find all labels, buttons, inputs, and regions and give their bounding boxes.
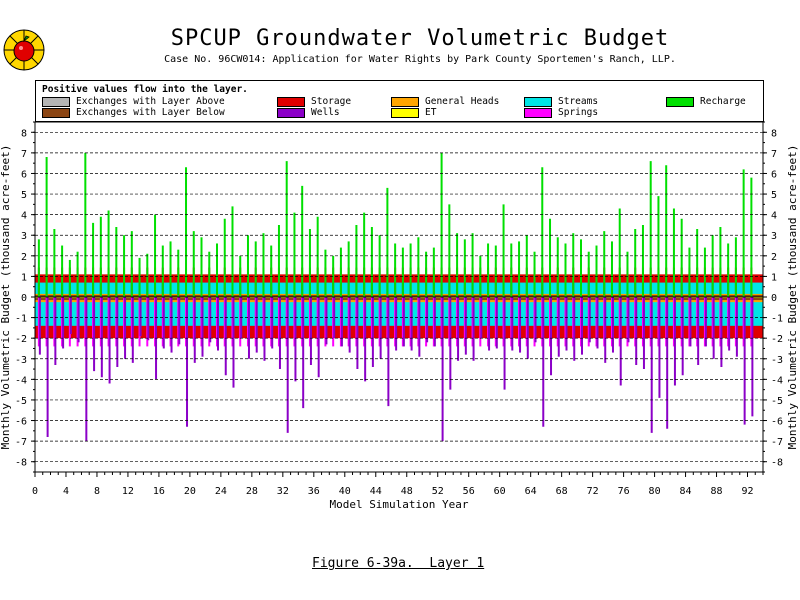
y-tick-label-right: 7: [771, 149, 777, 160]
y-tick-label-right: -6: [771, 417, 783, 428]
y-tick-label-left: 3: [21, 231, 27, 242]
y-tick-label-right: 2: [771, 252, 777, 263]
y-axis-label-left: Monthly Volumetric Budget (thousand acre…: [0, 145, 12, 450]
y-tick-label-right: 8: [771, 128, 777, 139]
x-tick-label: 56: [463, 486, 475, 497]
y-tick-label-left: -7: [15, 437, 27, 448]
y-tick-label-right: -2: [771, 334, 783, 345]
series-band-out-exchanges-with-layer-below: [35, 297, 763, 301]
x-tick-label: 12: [122, 486, 134, 497]
x-tick-label: 32: [277, 486, 289, 497]
y-tick-label-left: -8: [15, 458, 27, 469]
y-tick-label-right: 4: [771, 211, 777, 222]
legend-swatch: [524, 107, 552, 118]
y-tick-label-right: -4: [771, 375, 783, 386]
x-tick-label: 40: [339, 486, 351, 497]
figure-caption: Figure 6-39a. Layer 1: [312, 556, 485, 571]
x-tick-label: 44: [370, 486, 382, 497]
y-tick-label-right: 5: [771, 190, 777, 201]
legend-item-layer-below: Exchanges with Layer Below: [42, 107, 225, 118]
y-tick-label-left: 8: [21, 128, 27, 139]
legend-swatch: [277, 107, 305, 118]
y-tick-label-right: 6: [771, 169, 777, 180]
series-band-out-et: [35, 297, 763, 299]
y-tick-label-right: -5: [771, 396, 783, 407]
x-tick-label: 72: [587, 486, 599, 497]
x-tick-label: 24: [215, 486, 227, 497]
y-tick-label-left: -2: [15, 334, 27, 345]
legend-swatch: [391, 107, 419, 118]
y-tick-label-left: -4: [15, 375, 27, 386]
gridlines: [35, 131, 763, 463]
x-tick-label: 16: [153, 486, 165, 497]
x-tick-label: 80: [649, 486, 661, 497]
y-tick-label-right: -8: [771, 458, 783, 469]
legend-note: Positive values flow into the layer.: [42, 84, 248, 95]
y-tick-label-right: 3: [771, 231, 777, 242]
x-tick-label: 84: [680, 486, 692, 497]
y-tick-label-left: -5: [15, 396, 27, 407]
x-tick-label: 52: [432, 486, 444, 497]
x-tick-label: 48: [401, 486, 413, 497]
legend-swatch: [391, 96, 419, 107]
legend-swatch: [42, 107, 70, 118]
y-tick-label-right: -7: [771, 437, 783, 448]
y-tick-label-right: 1: [771, 272, 777, 283]
y-axis-label-right: Monthly Volumetric Budget (thousand acre…: [786, 145, 799, 450]
y-tick-label-left: -1: [15, 314, 27, 325]
y-tick-label-left: 7: [21, 149, 27, 160]
legend-swatch: [666, 96, 694, 107]
y-tick-label-right: 0: [771, 293, 777, 304]
legend-item-streams: Streams: [524, 96, 598, 107]
x-tick-label: 0: [32, 486, 38, 497]
chart-marks: [35, 152, 763, 442]
x-tick-label: 60: [494, 486, 506, 497]
legend-swatch: [277, 96, 305, 107]
legend-swatch: [42, 96, 70, 107]
legend-item-general-heads: General Heads: [391, 96, 499, 107]
y-tick-label-left: 4: [21, 211, 27, 222]
y-tick-label-left: 0: [21, 293, 27, 304]
x-tick-label: 20: [184, 486, 196, 497]
legend-item-storage: Storage: [277, 96, 351, 107]
y-tick-label-left: 2: [21, 252, 27, 263]
y-tick-label-left: 1: [21, 272, 27, 283]
x-tick-label: 8: [94, 486, 100, 497]
chart-subtitle: Case No. 96CW014: Application for Water …: [164, 54, 676, 65]
y-tick-label-right: -3: [771, 355, 783, 366]
x-tick-label: 92: [741, 486, 753, 497]
x-tick-label: 76: [618, 486, 630, 497]
y-tick-label-left: 5: [21, 190, 27, 201]
legend-item-springs: Springs: [524, 107, 598, 118]
apple-logo-icon: [3, 29, 45, 71]
axes: -8 -8-7 -7-6 -6-5 -5-4 -4-3 -3-2 -2-1 -10 01 12 23 3…: [15, 121, 783, 497]
x-tick-label: 4: [63, 486, 69, 497]
y-tick-label-left: 6: [21, 169, 27, 180]
x-tick-label: 88: [711, 486, 723, 497]
legend-item-recharge: Recharge: [666, 96, 746, 107]
series-band-in-exchanges-with-layer-below: [35, 294, 763, 297]
legend: Positive values flow into the layer. Exc…: [35, 80, 764, 122]
y-tick-label-left: -3: [15, 355, 27, 366]
y-tick-label-right: -1: [771, 314, 783, 325]
legend-swatch: [524, 96, 552, 107]
x-axis-label: Model Simulation Year: [329, 498, 468, 511]
x-tick-label: 28: [246, 486, 258, 497]
chart-title: SPCUP Groundwater Volumetric Budget: [170, 26, 670, 51]
x-tick-label: 36: [308, 486, 320, 497]
legend-item-layer-above: Exchanges with Layer Above: [42, 96, 225, 107]
y-tick-label-left: -6: [15, 417, 27, 428]
legend-item-et: ET: [391, 107, 436, 118]
legend-item-wells: Wells: [277, 107, 340, 118]
x-tick-label: 68: [556, 486, 568, 497]
x-tick-label: 64: [525, 486, 537, 497]
